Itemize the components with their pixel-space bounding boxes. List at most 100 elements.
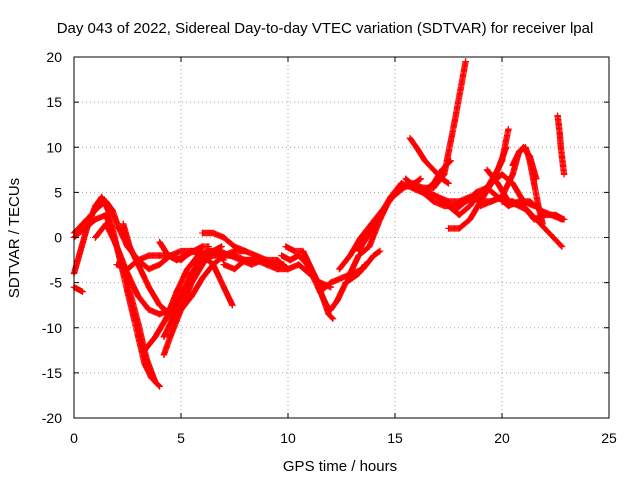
y-tick-label: -10 xyxy=(42,320,62,336)
data-point xyxy=(498,157,506,164)
data-point xyxy=(278,252,285,259)
data-point xyxy=(434,193,441,201)
data-point xyxy=(498,171,506,178)
data-point xyxy=(199,243,206,250)
data-point xyxy=(327,279,334,286)
y-tick-label: 10 xyxy=(46,139,62,155)
data-point xyxy=(559,162,567,169)
data-point xyxy=(398,184,405,192)
data-point xyxy=(79,220,86,228)
data-point xyxy=(430,198,437,205)
x-tick-label: 5 xyxy=(177,430,185,446)
data-point xyxy=(438,175,446,183)
data-point xyxy=(231,265,238,273)
data-point xyxy=(526,157,534,164)
data-point xyxy=(81,225,88,232)
data-point xyxy=(77,247,84,255)
data-point xyxy=(421,157,429,164)
data-point xyxy=(177,247,185,255)
data-point xyxy=(530,180,538,187)
data-point xyxy=(102,211,110,219)
data-point xyxy=(188,292,195,300)
data-point xyxy=(162,315,170,322)
data-point xyxy=(456,225,463,232)
series-arc-29 xyxy=(509,144,546,228)
data-point xyxy=(550,234,557,241)
x-tick-label: 25 xyxy=(601,430,617,446)
data-point xyxy=(462,58,469,65)
data-point xyxy=(488,198,495,205)
data-point xyxy=(263,261,270,268)
data-point xyxy=(209,252,217,259)
data-point xyxy=(558,153,566,160)
series-arc-15 xyxy=(282,243,337,322)
data-point xyxy=(494,180,501,187)
data-point xyxy=(220,283,227,291)
series-arc-24 xyxy=(445,126,512,232)
series-arc-21 xyxy=(406,135,452,187)
data-point xyxy=(120,220,127,228)
data-point xyxy=(156,261,163,268)
data-point xyxy=(156,383,163,390)
series-arc-16 xyxy=(316,247,384,295)
y-tick-label: 0 xyxy=(54,230,62,246)
data-point xyxy=(156,301,163,309)
data-point xyxy=(557,144,565,151)
data-point xyxy=(558,243,566,250)
series-arc-08 xyxy=(160,243,225,359)
data-point xyxy=(319,292,326,300)
data-point xyxy=(357,234,364,241)
data-point xyxy=(284,265,292,273)
data-point xyxy=(152,378,159,386)
data-point xyxy=(441,171,448,178)
series-arc-30 xyxy=(554,112,568,178)
data-point xyxy=(152,333,159,340)
data-point xyxy=(164,252,172,259)
y-tick-label: 15 xyxy=(46,94,62,110)
y-tick-label: -20 xyxy=(42,410,62,426)
data-point xyxy=(173,256,180,264)
data-point xyxy=(509,198,516,205)
data-point xyxy=(209,229,217,237)
data-point xyxy=(498,198,506,205)
data-point xyxy=(560,216,568,223)
series-arc-11 xyxy=(156,238,213,264)
data-point xyxy=(274,256,281,264)
data-point xyxy=(79,288,86,295)
data-point xyxy=(141,360,148,368)
data-point xyxy=(509,171,516,178)
data-point xyxy=(483,166,491,174)
data-point xyxy=(145,283,153,291)
data-point xyxy=(218,243,225,250)
data-point xyxy=(135,292,142,300)
data-point xyxy=(231,252,238,259)
data-point xyxy=(102,198,110,205)
data-point xyxy=(556,130,563,137)
data-point xyxy=(135,256,142,264)
data-point xyxy=(473,189,480,196)
data-point xyxy=(124,288,131,295)
data-point xyxy=(445,225,452,232)
data-point xyxy=(113,261,120,268)
data-point xyxy=(87,211,95,219)
data-point xyxy=(370,252,377,259)
data-point xyxy=(231,243,238,250)
y-tick-label: 20 xyxy=(46,49,62,65)
data-point xyxy=(515,148,523,155)
data-point xyxy=(209,261,217,268)
data-point xyxy=(169,315,176,322)
data-point xyxy=(124,265,131,273)
data-point xyxy=(184,265,191,273)
data-point xyxy=(376,211,384,219)
data-point xyxy=(312,274,320,282)
data-point xyxy=(526,198,534,205)
y-axis-title: SDTVAR / TECUs xyxy=(6,178,23,298)
data-point xyxy=(115,225,123,232)
data-point xyxy=(282,243,290,250)
data-point xyxy=(430,166,437,174)
data-point xyxy=(98,193,106,201)
data-point xyxy=(291,247,298,255)
data-point xyxy=(113,243,120,250)
